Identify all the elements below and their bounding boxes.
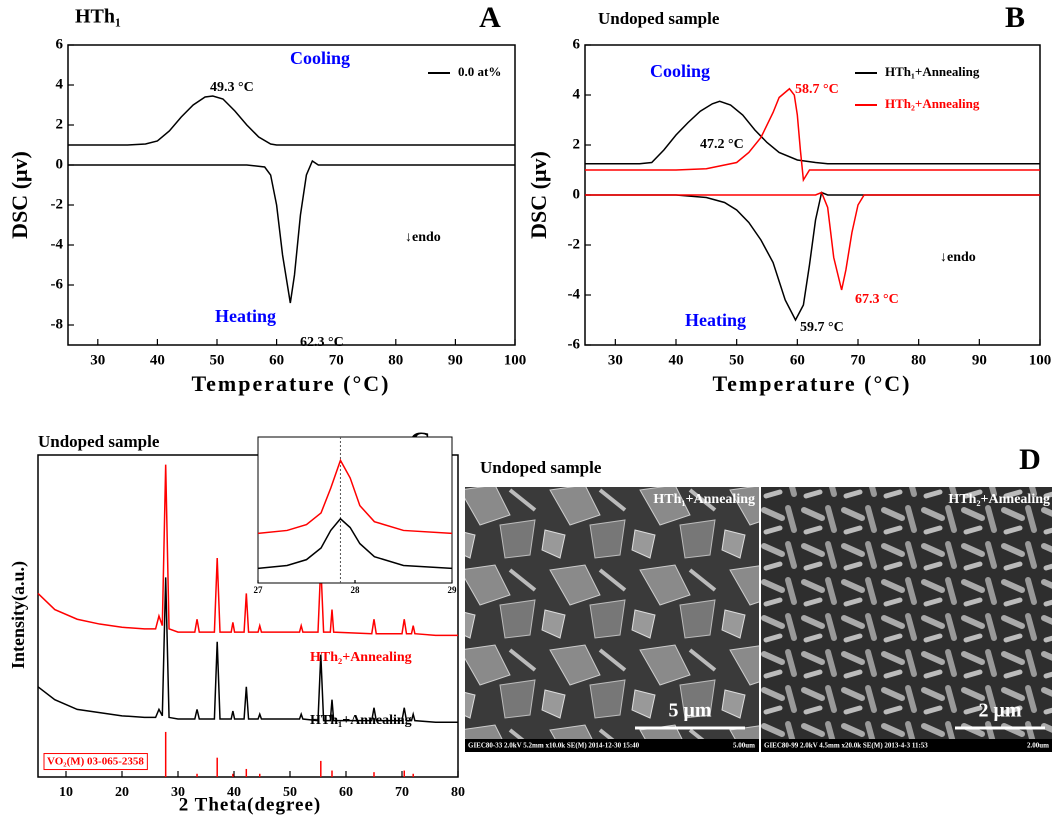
y-tick-label: 6 [573,36,581,52]
series-label: VO₂(M) 03-065-2358 [47,756,144,768]
x-tick-label: 80 [451,785,465,800]
x-axis-label: 2 Theta(degree) [179,794,322,815]
x-tick-label: 50 [729,352,744,368]
x-tick-label: 70 [851,352,866,368]
panel-title: Undoped sample [598,9,720,28]
x-tick-label: 80 [911,352,926,368]
x-tick-label: 30 [90,352,105,368]
x-axis-label: Temperature (°C) [191,371,390,396]
x-tick-label: 90 [972,352,987,368]
annotation: 62.3 °C [300,335,344,350]
y-axis-label: DSC (μv) [526,151,551,239]
series-label: HTh₂+Annealing [310,650,412,665]
x-tick-label: 27 [254,585,264,595]
plot-frame [258,437,452,583]
sem-photo [465,487,759,739]
annotation: Cooling [290,48,350,68]
y-tick-label: 6 [56,36,64,52]
annotation: Heating [215,306,276,326]
image-label: HTh₂+Annealing [948,492,1050,507]
y-tick-label: -4 [568,286,581,302]
y-tick-label: -6 [568,336,581,352]
x-tick-label: 28 [351,585,361,595]
y-tick-label: 2 [573,136,581,152]
series-label: HTh₁+Annealing [310,713,412,728]
x-tick-label: 90 [448,352,463,368]
image-caption: GIEC80-99 2.0kV 4.5mm x20.0k SE(M) 2013-… [764,742,928,750]
image-caption-scale: 2.00um [1027,742,1049,750]
legend-label: HTh₁+Annealing [885,64,980,79]
legend-label: 0.0 at% [458,64,501,79]
y-tick-label: -4 [51,236,64,252]
annotation: 49.3 °C [210,80,254,95]
annotation: Heating [685,310,746,330]
panel-title: HTh₁ [75,6,121,28]
x-tick-label: 50 [210,352,225,368]
panel-title: Undoped sample [38,432,160,451]
panel-title: Undoped sample [480,458,602,477]
x-tick-label: 29 [448,585,458,595]
page: Undoped sample D HTh₁+Annealing 5 μm GIE… [0,0,1056,815]
annotation: 67.3 °C [855,292,899,307]
x-tick-label: 70 [329,352,344,368]
x-tick-label: 60 [269,352,284,368]
y-tick-label: -2 [51,196,64,212]
x-tick-label: 60 [339,785,353,800]
x-tick-label: 100 [1029,352,1052,368]
y-tick-label: -8 [51,316,64,332]
x-tick-label: 100 [504,352,527,368]
panel-letter: B [1005,1,1025,34]
x-tick-label: 30 [608,352,623,368]
x-tick-label: 70 [395,785,409,800]
y-tick-label: -6 [51,276,64,292]
x-tick-label: 40 [150,352,165,368]
x-tick-label: 60 [790,352,805,368]
panel-letter: D [1019,443,1041,476]
y-tick-label: -2 [568,236,581,252]
y-tick-label: 0 [56,156,64,172]
image-caption: GIEC80-33 2.0kV 5.2mm x10.0k SE(M) 2014-… [468,742,640,750]
x-tick-label: 10 [59,785,73,800]
x-tick-label: 80 [388,352,403,368]
x-axis-label: Temperature (°C) [712,371,911,396]
annotation: 47.2 °C [700,137,744,152]
annotation: Cooling [650,61,710,81]
x-tick-label: 40 [669,352,684,368]
y-tick-label: 4 [573,86,581,102]
legend-label: HTh₂+Annealing [885,96,980,111]
y-tick-label: 2 [56,116,64,132]
x-tick-label: 20 [115,785,129,800]
annotation: 59.7 °C [800,320,844,335]
sem-image: HTh₂+Annealing 2 μm GIEC80-99 2.0kV 4.5m… [761,487,1052,752]
sem-image: HTh₁+Annealing 5 μm GIEC80-33 2.0kV 5.2m… [465,487,759,752]
image-caption-scale: 5.00um [733,742,755,750]
y-tick-label: 0 [573,186,581,202]
image-label: HTh₁+Annealing [653,492,755,507]
y-tick-label: 4 [56,76,64,92]
annotation: ↓endo [405,230,441,245]
figure: Undoped sample D HTh₁+Annealing 5 μm GIE… [0,0,1056,815]
panel-letter: A [479,1,501,34]
scale-bar-label: 5 μm [669,700,712,722]
y-axis-label: Intensity(a.u.) [8,561,29,669]
y-axis-label: DSC (μv) [7,151,32,239]
scale-bar-label: 2 μm [979,700,1022,722]
annotation: 58.7 °C [795,82,839,97]
annotation: ↓endo [940,250,976,265]
